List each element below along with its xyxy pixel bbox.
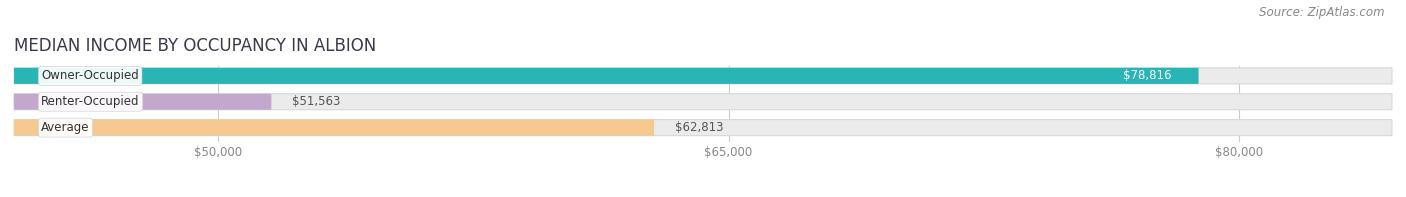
- Text: $51,563: $51,563: [292, 95, 340, 108]
- Text: $78,816: $78,816: [1123, 69, 1171, 82]
- Text: Source: ZipAtlas.com: Source: ZipAtlas.com: [1260, 6, 1385, 19]
- Text: Renter-Occupied: Renter-Occupied: [41, 95, 139, 108]
- FancyBboxPatch shape: [14, 68, 1198, 84]
- FancyBboxPatch shape: [14, 94, 271, 110]
- FancyBboxPatch shape: [14, 120, 1392, 136]
- Text: Owner-Occupied: Owner-Occupied: [41, 69, 139, 82]
- FancyBboxPatch shape: [14, 68, 1392, 84]
- FancyBboxPatch shape: [14, 120, 654, 136]
- Text: MEDIAN INCOME BY OCCUPANCY IN ALBION: MEDIAN INCOME BY OCCUPANCY IN ALBION: [14, 37, 377, 55]
- Text: Average: Average: [41, 121, 90, 134]
- Text: $62,813: $62,813: [675, 121, 723, 134]
- FancyBboxPatch shape: [14, 94, 1392, 110]
